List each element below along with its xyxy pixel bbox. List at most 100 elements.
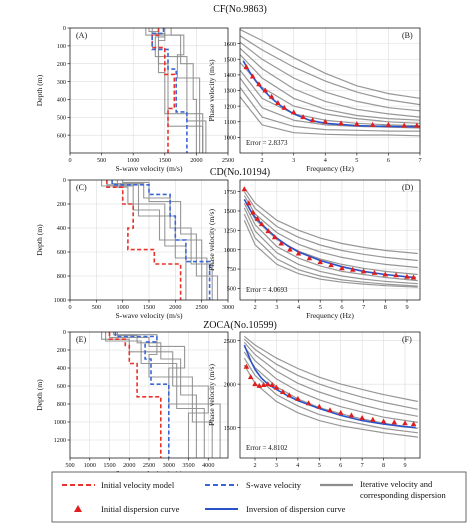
panel-b-iterative-dispersion-4 [240, 54, 420, 121]
panel-e-plot-area [101, 332, 221, 458]
panel-f-xtick-label-3: 5 [318, 462, 321, 469]
panel-d-ytick-label-1: 750 [227, 266, 236, 273]
panel-b-ylabel: Phase velocity (m/s) [207, 59, 216, 121]
panel-d-xtick-label-6: 8 [384, 304, 387, 311]
panel-b-initial-dispersion-point-5 [275, 100, 281, 105]
panel-e-xtick-label-1: 1000 [84, 462, 96, 469]
panel-a-ytick-label-0: 0 [63, 25, 66, 32]
panel-d-xtick-label-1: 3 [275, 304, 278, 311]
panel-d-xtick-label-0: 2 [254, 304, 257, 311]
panel-b-error-annotation: Error = 2.8373 [246, 139, 288, 147]
panel-f-initial-dispersion-point-13 [327, 407, 333, 413]
panel-a-ytick-label-1: 100 [57, 43, 66, 50]
panel-a: (A) 0 500 1000 1500 2000 2500 0 100 200 300 400 500 6… [35, 25, 234, 173]
panel-f-initial-dispersion-point-11 [305, 400, 312, 406]
panel-b-initial-dispersion-point-15 [401, 122, 408, 128]
panel-b-initial-dispersion-point-14 [385, 121, 392, 127]
panel-d-initial-dispersion-point-2 [250, 209, 256, 215]
panel-f-xtick-label-6: 8 [382, 462, 385, 469]
legend-s-wave-label: S-wave velocity [246, 480, 302, 490]
row-2-title: CD(No.10194) [210, 167, 270, 178]
panel-a-s-wave-velocity [151, 28, 188, 153]
panel-e-ytick-label-2: 400 [57, 365, 66, 372]
panel-a-background [70, 28, 228, 153]
panel-b-initial-dispersion-point-10 [322, 118, 329, 124]
panel-c-ytick-label-1: 200 [57, 201, 66, 208]
panel-e-xtick-label-5: 3000 [163, 462, 175, 469]
panel-c-xtick-label-4: 2000 [169, 304, 181, 311]
panel-d-initial-dispersion-point-3 [254, 215, 261, 221]
panel-b-label: (B) [402, 31, 413, 40]
panel-d-xtick-label-7: 9 [405, 304, 408, 311]
panel-f-iterative-dispersion-3 [243, 346, 418, 423]
panel-a-plot-area [145, 28, 207, 153]
panel-d-initial-dispersion-point-10 [306, 255, 313, 261]
panel-c-ylabel: Depth (m) [35, 224, 44, 256]
panel-d-error-annotation: Error = 4.0693 [246, 286, 288, 294]
legend: Initial velocity model S-wave velocity I… [51, 471, 467, 523]
panel-f-initial-dispersion-point-7 [273, 384, 280, 390]
panel-f-initial-dispersion-point-0 [243, 363, 250, 369]
panel-f-initial-dispersion-point-9 [286, 392, 293, 398]
panel-a-ylabel: Depth (m) [35, 74, 44, 106]
panel-f-ylabel: Phase velocity (m/s) [207, 364, 216, 426]
panel-b-xtick-label-0: 2 [261, 157, 264, 164]
panel-e-iterative-model-1 [116, 332, 197, 458]
panel-d-iterative-dispersion-2 [243, 195, 418, 269]
panel-f-inversion-curve [243, 344, 416, 429]
panel-b-ytick-label-1: 1100 [224, 119, 236, 126]
panel-d-initial-dispersion-point-6 [271, 234, 278, 240]
panel-d-xlabel: Frequency (Hz) [306, 311, 354, 320]
panel-c-xtick-label-2: 1000 [116, 304, 128, 311]
panel-b-iterative-dispersion-3 [240, 47, 420, 118]
panel-f-initial-dispersion-point-18 [380, 418, 387, 424]
legend-initial-dispersion-label: Initial dispersion curve [101, 504, 180, 514]
panel-f-iterative-dispersion-5 [243, 357, 418, 434]
panel-c-xtick-label-6: 3000 [222, 304, 234, 311]
panel-a-ytick-label-2: 200 [57, 61, 66, 68]
panel-c-xlabel: S-wave velocity (m/s) [115, 311, 183, 320]
panel-d-iterative-dispersion-4 [243, 202, 418, 282]
panel-a-xlabel: S-wave velocity (m/s) [115, 164, 183, 173]
panel-b-inversion-curve [242, 60, 420, 128]
panel-c-iterative-model-1 [101, 180, 203, 300]
panel-e-iterative-model-0 [108, 332, 221, 458]
panel-b: Error = 2.8373 (B) 2 3 4 5 6 7 1000 1100 1200 1300 1… [207, 27, 422, 173]
panel-d-frame [239, 179, 421, 301]
panel-d-label: (D) [402, 183, 413, 192]
panel-b-ytick-label-5: 1500 [224, 56, 236, 63]
panel-e-ytick-label-5: 1000 [54, 419, 66, 426]
panel-f-label: (F) [402, 335, 412, 344]
row-3-title: ZOCA(No.10599) [203, 320, 277, 331]
panel-b-initial-dispersion-point-1 [249, 73, 256, 79]
panel-f-initial-dispersion-point-15 [348, 412, 355, 418]
panel-b-iterative-dispersion-9 [240, 96, 420, 137]
panel-d-ytick-label-4: 1500 [224, 208, 236, 215]
panels: (A)0 500 1000 1500 2000 250001002003004005006… [35, 25, 422, 478]
panel-e: (E) 500 1000 1500 2000 2500 3000 3500 4000 0 200 40… [35, 329, 229, 478]
panel-d-xtick-label-2: 4 [297, 304, 300, 311]
panel-d-initial-dispersion-point-9 [295, 250, 302, 256]
panel-f-xtick-label-2: 4 [296, 462, 299, 469]
panel-c-ytick-label-4: 800 [57, 273, 66, 280]
panel-f-iterative-dispersion-2 [243, 342, 419, 417]
panel-c-ytick-label-0: 0 [63, 177, 66, 184]
panel-a-xtick-label-4: 2000 [190, 157, 202, 164]
panel-d-initial-dispersion-point-12 [328, 262, 334, 268]
panel-a-ytick-label-3: 300 [57, 79, 66, 86]
row-1-title: CF(No.9863) [213, 4, 267, 15]
panel-f-initial-dispersion-point-8 [280, 388, 286, 394]
panel-a-xtick-label-3: 1500 [159, 157, 171, 164]
panel-a-label: (A) [76, 31, 87, 40]
panel-f-initial-dispersion-point-16 [359, 415, 365, 421]
panel-d-initial-dispersion-point-7 [278, 240, 285, 246]
panel-b-ytick-label-2: 1200 [224, 103, 236, 110]
panel-c-ytick-label-2: 400 [57, 225, 66, 232]
panel-e-xtick-label-4: 2500 [143, 462, 155, 469]
panel-f-xtick-label-7: 9 [403, 462, 406, 469]
panel-c-xtick-label-1: 500 [92, 304, 101, 311]
panel-f-xtick-label-0: 2 [253, 462, 256, 469]
panel-c-iterative-model-3 [106, 180, 208, 300]
panel-d-iterative-dispersion-3 [243, 199, 418, 276]
panel-c-plot-area [101, 180, 219, 300]
